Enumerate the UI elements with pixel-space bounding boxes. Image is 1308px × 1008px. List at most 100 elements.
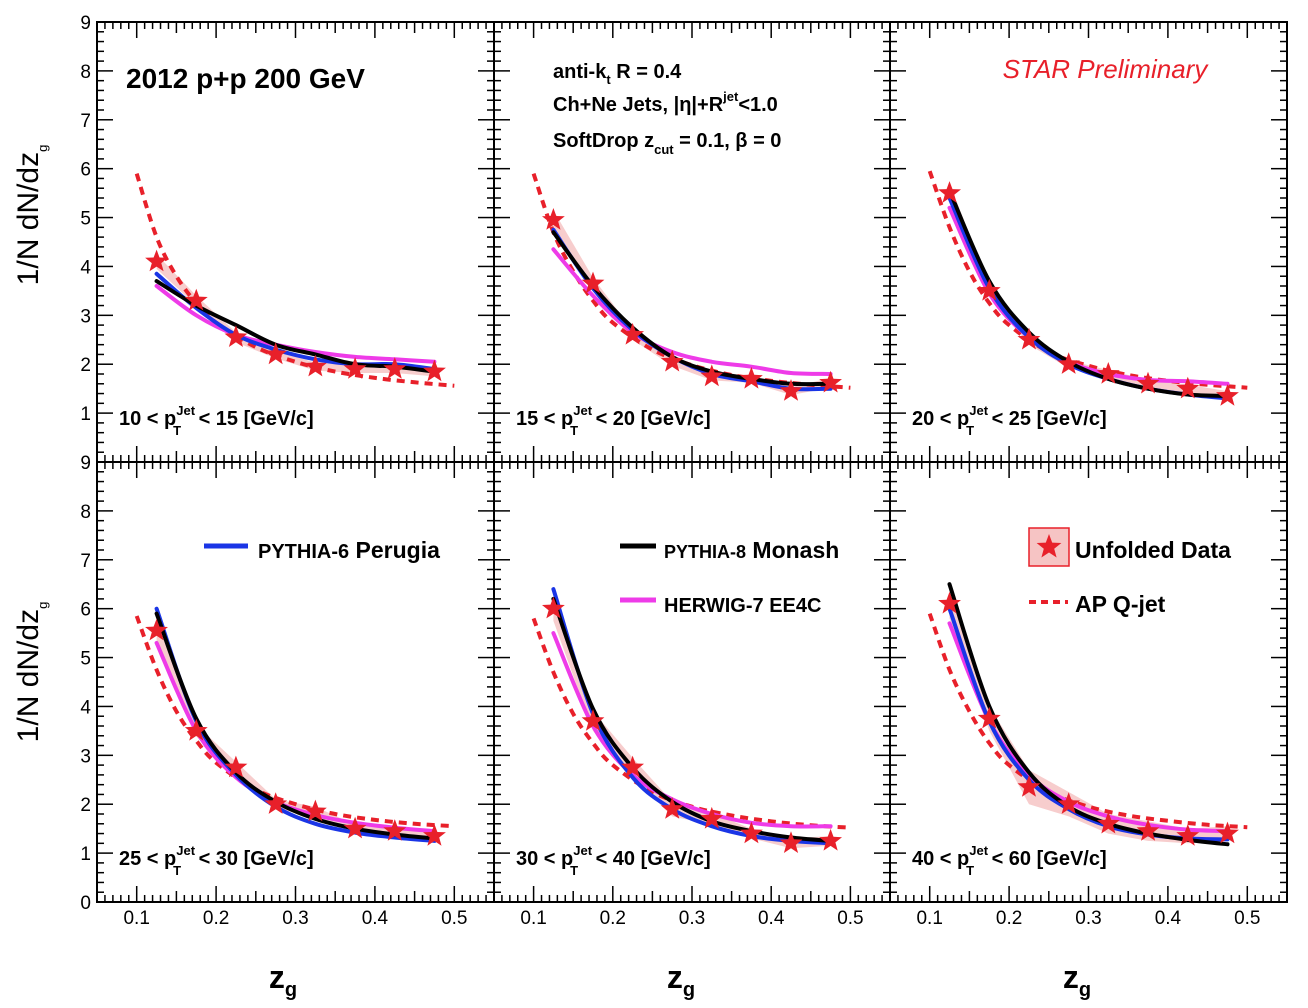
data-point-star (660, 349, 684, 372)
data-point-star (660, 797, 684, 819)
pythia8-curve (154, 611, 437, 841)
y-tick-label: 1 (80, 404, 91, 425)
data-point-star (184, 288, 208, 311)
data-point-star (1096, 811, 1120, 834)
panel-plot (531, 587, 851, 853)
plot-layer (134, 170, 1248, 853)
legend-unfolded-label: Unfolded Data (1075, 537, 1231, 563)
data-point-star (977, 278, 1001, 301)
panel-plot (927, 582, 1248, 847)
data-point-star (423, 359, 446, 382)
x-tick-label: 0.5 (837, 908, 863, 929)
y-tick-label: 0 (80, 893, 91, 914)
data-point-star (1136, 819, 1160, 841)
star-preliminary-label: STAR Preliminary (1003, 54, 1210, 84)
x-tick-label: 0.1 (123, 908, 149, 929)
data-point-star (700, 806, 724, 829)
data-point-star (740, 366, 763, 389)
dataset-label: 2012 p+p 200 GeV (126, 63, 365, 94)
softdrop-label: SoftDrop zcut = 0.1, β = 0 (553, 130, 781, 157)
pt-bin-label: 40 < pJet T < 60 [GeV/c] (912, 843, 1107, 878)
data-point-star (1216, 821, 1239, 844)
data-point-star (1136, 371, 1160, 394)
y-tick-label: 3 (80, 306, 91, 327)
data-point-star (1216, 384, 1239, 406)
x-axis-title-2: zg (667, 959, 695, 1001)
x-tick-label: 0.2 (996, 908, 1022, 929)
data-point-star (581, 271, 605, 294)
x-tick-label: 0.3 (1075, 908, 1101, 929)
data-point-star (1017, 775, 1041, 797)
data-point-star (938, 181, 961, 203)
x-tick-label: 0.3 (282, 908, 308, 929)
x-tick-label: 0.1 (520, 908, 546, 929)
data-point-star (779, 379, 803, 401)
axes: 1 2 3 4 5 6 7 8 9 0.1 0.2 0.3 0.4 0.5 0 1 2 3 4 5 6 7 8 9 0.1 0.2… (80, 13, 1288, 929)
data-point-star (264, 792, 288, 814)
panel-plot (927, 170, 1248, 406)
data-point-star (423, 824, 446, 846)
data-point-star (184, 718, 208, 741)
legend-pythia6-label: PYTHIA-6 Perugia (258, 537, 440, 563)
y-tick-label: 2 (80, 795, 91, 816)
y-tick-label: 7 (80, 111, 91, 132)
x-tick-label: 0.4 (1155, 908, 1182, 929)
apqjet-curve (531, 617, 851, 830)
data-point-star (1176, 824, 1200, 846)
data-point-star (819, 828, 842, 851)
data-point-star (1057, 792, 1081, 814)
data-point-star (264, 342, 288, 365)
data-point-star (343, 816, 367, 839)
panel-plot (134, 173, 455, 388)
data-point-star (819, 370, 842, 393)
data-point-star (303, 354, 327, 377)
y-axis-title-top: 1/N dN/dzg (12, 145, 50, 286)
legend: PYTHIA-6 Perugia PYTHIA-8 Monash HERWIG-… (204, 527, 1231, 617)
pt-bin-label: 20 < pJet T < 25 [GeV/c] (912, 403, 1107, 438)
data-point-star (1057, 352, 1081, 374)
y-tick-label: 4 (80, 257, 91, 278)
data-uncertainty-band (949, 589, 1228, 844)
herwig-curve (551, 247, 833, 376)
y-tick-label: 6 (80, 160, 91, 181)
y-tick-label: 7 (80, 551, 91, 572)
apqjet-curve (927, 612, 1248, 830)
y-tick-label: 5 (80, 649, 91, 670)
legend-unfolded-star (1036, 534, 1062, 558)
data-point-star (1096, 362, 1120, 384)
y-tick-label: 2 (80, 355, 91, 376)
apqjet-curve (134, 173, 455, 388)
data-point-star (303, 799, 327, 822)
jet-acceptance-label: Ch+Ne Jets, |η|+Rjet<1.0 (553, 89, 778, 116)
data-point-star (938, 591, 961, 614)
data-point-star (145, 618, 168, 641)
x-axis-title-3: zg (1063, 959, 1091, 1001)
data-point-star (621, 322, 644, 345)
y-tick-label: 8 (80, 502, 91, 523)
y-axis-title-bottom: 1/N dN/dzg (12, 602, 50, 743)
pythia8-curve (551, 596, 833, 843)
data-point-star (542, 596, 565, 619)
data-point-star (224, 325, 248, 347)
data-point-star (542, 208, 565, 230)
x-tick-label: 0.1 (916, 908, 942, 929)
pythia6-curve (154, 271, 437, 372)
y-tick-label: 5 (80, 209, 91, 230)
jet-algorithm-label: anti-kt R = 0.4 (553, 61, 682, 87)
x-tick-label: 0.5 (1234, 908, 1260, 929)
pt-bin-label: 15 < pJet T < 20 [GeV/c] (516, 403, 711, 438)
y-tick-label: 1 (80, 844, 91, 865)
data-point-star (700, 364, 724, 387)
data-point-star (383, 357, 407, 379)
pt-bin-label: 30 < pJet T < 40 [GeV/c] (516, 843, 711, 878)
data-point-star (621, 755, 644, 778)
data-point-star (383, 819, 407, 841)
x-tick-label: 0.3 (679, 908, 705, 929)
x-tick-label: 0.5 (441, 908, 467, 929)
data-point-star (740, 821, 763, 844)
pt-bin-labels: 10 < pJet T < 15 [GeV/c] 15 < pJet T < 20 [… (119, 403, 1107, 878)
y-tick-label: 9 (80, 13, 91, 34)
y-tick-label: 8 (80, 62, 91, 83)
